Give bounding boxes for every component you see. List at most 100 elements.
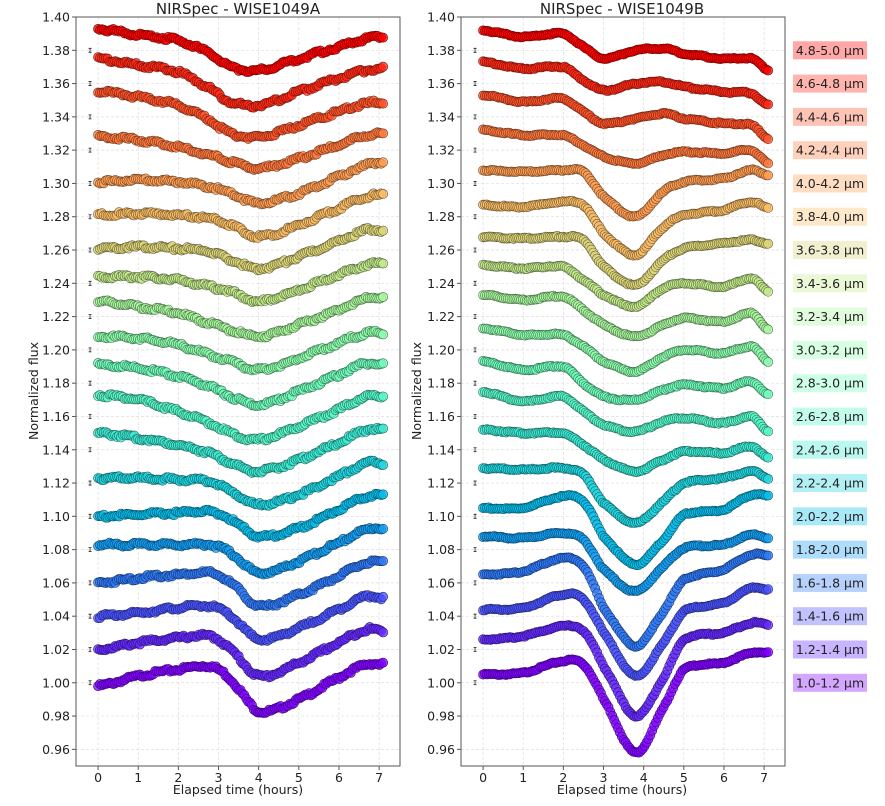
y-tick-label: 1.24 (427, 276, 455, 291)
y-tick-label: 1.12 (427, 476, 455, 491)
x-tick-label: 6 (335, 770, 343, 785)
y-tick-label: 1.20 (427, 342, 455, 357)
data-point (764, 390, 773, 399)
y-tick-label: 1.22 (427, 309, 455, 324)
data-point (764, 357, 773, 366)
y-tick-label: 0.98 (427, 709, 455, 724)
y-tick-label: 1.06 (427, 575, 455, 590)
data-point (379, 330, 388, 339)
y-tick-label: 1.36 (42, 76, 70, 91)
y-tick-label: 0.96 (427, 742, 455, 757)
y-tick-label: 0.96 (42, 742, 70, 757)
data-point (379, 592, 388, 601)
y-tick-label: 1.16 (427, 409, 455, 424)
y-tick-label: 1.00 (42, 675, 70, 690)
data-point (379, 129, 388, 138)
data-point (764, 620, 773, 629)
x-tick-label: 3 (215, 770, 223, 785)
y-tick-label: 1.36 (427, 76, 455, 91)
y-tick-label: 1.08 (427, 542, 455, 557)
series (89, 658, 388, 718)
series (89, 53, 388, 113)
y-tick-label: 1.14 (427, 442, 455, 457)
y-tick-label: 1.22 (42, 309, 70, 324)
x-axis-label: Elapsed time (hours) (557, 782, 687, 797)
y-tick-label: 1.16 (42, 409, 70, 424)
y-tick-label: 1.28 (427, 209, 455, 224)
y-tick-label: 1.34 (42, 109, 70, 124)
data-point (379, 359, 388, 368)
data-point (379, 259, 388, 268)
data-point (379, 158, 388, 167)
x-tick-label: 0 (479, 770, 487, 785)
data-point (379, 424, 388, 433)
x-tick-label: 6 (720, 770, 728, 785)
y-tick-label: 1.26 (42, 243, 70, 258)
data-point (764, 427, 773, 436)
y-tick-label: 1.26 (427, 243, 455, 258)
y-tick-label: 1.02 (427, 642, 455, 657)
y-tick-label: 1.32 (42, 143, 70, 158)
panel-wise1049b: NIRSpec - WISE1049B Elapsed time (hours)… (409, 0, 785, 797)
data-point (379, 292, 388, 301)
data-point (764, 585, 773, 594)
data-point (764, 453, 773, 462)
y-tick-label: 1.04 (42, 609, 70, 624)
y-tick-label: 1.40 (42, 10, 70, 25)
y-tick-label: 1.00 (427, 675, 455, 690)
y-tick-label: 1.02 (42, 642, 70, 657)
data-point (764, 534, 773, 543)
x-tick-label: 4 (255, 770, 263, 785)
y-tick-label: 1.08 (42, 542, 70, 557)
y-tick-label: 1.10 (42, 509, 70, 524)
y-tick-label: 1.34 (427, 109, 455, 124)
data-point (379, 460, 388, 469)
chart-title: NIRSpec - WISE1049A (156, 0, 321, 18)
y-tick-label: 1.38 (427, 43, 455, 58)
x-tick-label: 2 (174, 770, 182, 785)
data-point (764, 474, 773, 483)
y-tick-label: 1.20 (42, 342, 70, 357)
y-axis-label: Normalized flux (409, 342, 424, 440)
data-point (379, 658, 388, 667)
data-point (764, 551, 773, 560)
data-point (379, 524, 388, 533)
y-tick-label: 0.98 (42, 709, 70, 724)
chart-title: NIRSpec - WISE1049B (540, 0, 704, 18)
y-tick-label: 1.14 (42, 442, 70, 457)
x-tick-label: 1 (519, 770, 527, 785)
y-tick-label: 1.30 (427, 176, 455, 191)
data-point (379, 556, 388, 565)
data-point (379, 62, 388, 71)
data-point (379, 226, 388, 235)
x-tick-label: 7 (760, 770, 768, 785)
data-point (379, 628, 388, 637)
x-tick-label: 2 (559, 770, 567, 785)
y-tick-label: 1.38 (42, 43, 70, 58)
y-tick-label: 1.24 (42, 276, 70, 291)
x-tick-label: 0 (94, 770, 102, 785)
y-tick-label: 1.06 (42, 575, 70, 590)
y-tick-label: 1.30 (42, 176, 70, 191)
y-tick-label: 1.32 (427, 143, 455, 158)
x-tick-label: 5 (680, 770, 688, 785)
x-tick-label: 3 (600, 770, 608, 785)
x-axis-label: Elapsed time (hours) (173, 782, 303, 797)
data-point (764, 648, 773, 657)
data-point (379, 490, 388, 499)
data-point (379, 33, 388, 42)
y-tick-label: 1.28 (42, 209, 70, 224)
y-tick-label: 1.12 (42, 476, 70, 491)
y-tick-label: 1.10 (427, 509, 455, 524)
series (474, 489, 773, 569)
data-point (764, 491, 773, 500)
y-tick-label: 1.04 (427, 609, 455, 624)
x-tick-label: 4 (640, 770, 648, 785)
y-axis-label: Normalized flux (26, 342, 41, 440)
y-tick-label: 1.18 (42, 376, 70, 391)
panel-wise1049a: NIRSpec - WISE1049A Elapsed time (hours)… (26, 0, 400, 797)
x-tick-label: 1 (134, 770, 142, 785)
x-tick-label: 7 (375, 770, 383, 785)
x-tick-label: 5 (295, 770, 303, 785)
